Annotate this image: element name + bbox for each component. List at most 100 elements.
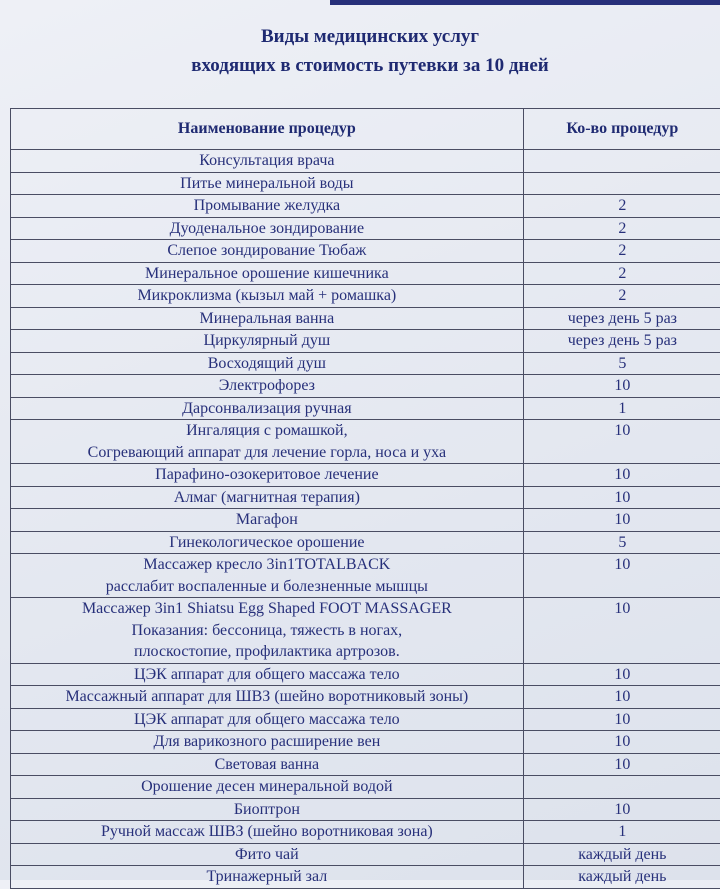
document-title: Виды медицинских услуг: [0, 26, 720, 48]
procedure-name-line: плоскостопие, профилактика артрозов.: [15, 641, 519, 663]
procedure-name: Массажный аппарат для ШВЗ (шейно воротни…: [11, 686, 524, 709]
table-row: Массажный аппарат для ШВЗ (шейно воротни…: [11, 686, 720, 709]
procedure-name-line: Дуоденальное зондирование: [15, 218, 519, 240]
procedure-name-line: Тринажерный зал: [15, 866, 519, 888]
procedure-name: Минеральное орошение кишечника: [11, 262, 524, 285]
procedure-count: 1: [523, 821, 720, 844]
table-header-row: Наименование процедур Ко-во процедур: [11, 109, 720, 150]
procedure-count: через день 5 раз: [523, 330, 720, 353]
procedure-name: Электрофорез: [11, 375, 524, 398]
table-row: Массажер 3in1 Shiatsu Egg Shaped FOOT MA…: [11, 598, 720, 664]
procedure-name-line: Восходящий душ: [15, 353, 519, 375]
procedure-count: 5: [523, 352, 720, 375]
procedure-name-line: Ручной массаж ШВЗ (шейно воротниковая зо…: [15, 821, 519, 843]
procedure-count: каждый день: [523, 843, 720, 866]
procedures-table: Наименование процедур Ко-во процедур Кон…: [10, 108, 720, 889]
procedure-name: Слепое зондирование Тюбаж: [11, 240, 524, 263]
procedure-count: 2: [523, 195, 720, 218]
procedure-count: 10: [523, 731, 720, 754]
procedure-count: [523, 172, 720, 195]
procedure-name: Циркулярный душ: [11, 330, 524, 353]
table-row: Микроклизма (кызыл май + ромашка)2: [11, 285, 720, 308]
procedure-name-line: ЦЭК аппарат для общего массажа тело: [15, 709, 519, 731]
procedure-count: 10: [523, 663, 720, 686]
top-edge-bar: [330, 0, 720, 5]
procedure-name-line: Минеральное орошение кишечника: [15, 263, 519, 285]
procedure-name: Ручной массаж ШВЗ (шейно воротниковая зо…: [11, 821, 524, 844]
table-row: Ингаляция с ромашкой,Согревающий аппарат…: [11, 420, 720, 464]
procedure-name: ЦЭК аппарат для общего массажа тело: [11, 708, 524, 731]
procedure-name: ЦЭК аппарат для общего массажа тело: [11, 663, 524, 686]
procedure-name-line: Консультация врача: [15, 150, 519, 172]
procedure-name-line: Гинекологическое орошение: [15, 532, 519, 554]
procedure-count: через день 5 раз: [523, 307, 720, 330]
procedure-count: 1: [523, 397, 720, 420]
procedure-count: 2: [523, 262, 720, 285]
procedure-name-line: Массажер кресло 3in1TOTALBACK: [15, 554, 519, 576]
procedure-name-line: Микроклизма (кызыл май + ромашка): [15, 285, 519, 307]
procedure-name: Микроклизма (кызыл май + ромашка): [11, 285, 524, 308]
procedure-name: Массажер 3in1 Shiatsu Egg Shaped FOOT MA…: [11, 598, 524, 664]
header-procedure-count: Ко-во процедур: [523, 109, 720, 150]
procedure-count: 10: [523, 486, 720, 509]
procedure-name: Для варикозного расширение вен: [11, 731, 524, 754]
table-row: Алмаг (магнитная терапия)10: [11, 486, 720, 509]
procedure-count: 2: [523, 240, 720, 263]
procedure-count: [523, 150, 720, 173]
procedure-count: 2: [523, 285, 720, 308]
procedure-name-line: Орошение десен минеральной водой: [15, 776, 519, 798]
document-subtitle: входящих в стоимость путевки за 10 дней: [0, 55, 720, 77]
procedure-name-line: Фито чай: [15, 844, 519, 866]
procedure-name-line: Алмаг (магнитная терапия): [15, 487, 519, 509]
procedure-name-line: Ингаляция с ромашкой,: [15, 420, 519, 442]
procedure-name: Промывание желудка: [11, 195, 524, 218]
procedure-count: 10: [523, 464, 720, 487]
procedure-count: 10: [523, 509, 720, 532]
procedure-name: Ингаляция с ромашкой,Согревающий аппарат…: [11, 420, 524, 464]
procedure-name-line: Биоптрон: [15, 799, 519, 821]
table-row: Ручной массаж ШВЗ (шейно воротниковая зо…: [11, 821, 720, 844]
header-procedure-name: Наименование процедур: [11, 109, 524, 150]
procedure-name-line: Для варикозного расширение вен: [15, 731, 519, 753]
table-row: Консультация врача: [11, 150, 720, 173]
procedure-name: Магафон: [11, 509, 524, 532]
procedure-count: 10: [523, 554, 720, 598]
procedure-name-line: Слепое зондирование Тюбаж: [15, 240, 519, 262]
procedure-count: 2: [523, 217, 720, 240]
procedure-name-line: Минеральная ванна: [15, 308, 519, 330]
procedure-name-line: Дарсонвализация ручная: [15, 398, 519, 420]
procedure-name: Дарсонвализация ручная: [11, 397, 524, 420]
procedure-name-line: Массажер 3in1 Shiatsu Egg Shaped FOOT MA…: [15, 598, 519, 620]
procedure-name-line: расслабит воспаленные и болезненные мышц…: [15, 576, 519, 598]
procedure-name-line: Световая ванна: [15, 754, 519, 776]
procedure-name-line: Циркулярный душ: [15, 330, 519, 352]
procedure-count: 5: [523, 531, 720, 554]
procedure-name: Питье минеральной воды: [11, 172, 524, 195]
procedure-name-line: ЦЭК аппарат для общего массажа тело: [15, 664, 519, 686]
procedure-name-line: Массажный аппарат для ШВЗ (шейно воротни…: [15, 686, 519, 708]
procedure-name: Фито чай: [11, 843, 524, 866]
procedure-name: Дуоденальное зондирование: [11, 217, 524, 240]
procedure-name-line: Согревающий аппарат для лечение горла, н…: [15, 442, 519, 464]
procedure-name-line: Магафон: [15, 509, 519, 531]
table-row: Питье минеральной воды: [11, 172, 720, 195]
procedure-count: 10: [523, 708, 720, 731]
procedure-count: 10: [523, 686, 720, 709]
